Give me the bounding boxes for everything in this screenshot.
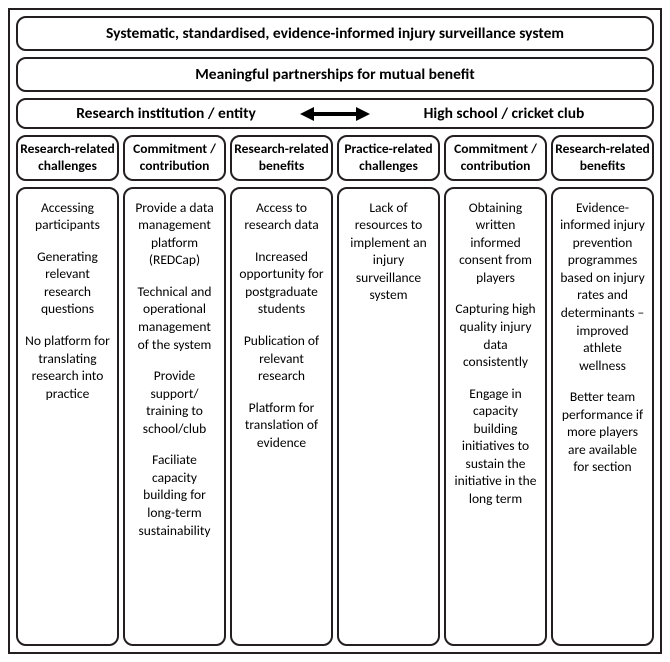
col-body-2: Access to research data Increased opport… [230,187,333,646]
list-item: No platform for translating research int… [24,332,111,402]
col-body-1: Provide a data management platform (REDC… [123,187,226,646]
list-item: Obtaining written informed consent from … [452,199,539,287]
list-item: Better team performance if more players … [559,388,646,476]
subtitle-banner: Meaningful partnerships for mutual benef… [16,57,654,92]
title-banner: Systematic, standardised, evidence-infor… [16,16,654,51]
col-header-3: Practice-related challenges [337,135,440,181]
col-body-4: Obtaining written informed consent from … [444,187,547,646]
partners-row: Research institution / entity High schoo… [16,98,654,129]
col-body-0: Accessing participants Generating releva… [16,187,119,646]
list-item: Evidence-informed injury prevention prog… [559,199,646,374]
header-row: Research-related challenges Commitment /… [16,135,654,181]
subtitle-text: Meaningful partnerships for mutual benef… [195,65,475,84]
list-item: Faciliate capacity building for long-ter… [131,451,218,539]
list-item: Access to research data [238,199,325,234]
partner-right: High school / cricket club [376,104,632,123]
body-row: Accessing participants Generating releva… [16,187,654,646]
list-item: Capturing high quality injury data consi… [452,300,539,370]
col-header-2: Research-related benefits [230,135,333,181]
title-text: Systematic, standardised, evidence-infor… [106,24,564,43]
list-item: Provide support/ training to school/club [131,367,218,437]
list-item: Lack of resources to implement an injury… [345,199,432,304]
list-item: Platform for translation of evidence [238,399,325,452]
partner-left: Research institution / entity [38,104,294,123]
list-item: Increased opportunity for postgraduate s… [238,248,325,318]
col-body-5: Evidence-informed injury prevention prog… [551,187,654,646]
list-item: Accessing participants [24,199,111,234]
col-header-1: Commitment / contribution [123,135,226,181]
list-item: Technical and operational management of … [131,283,218,353]
diagram-frame: Systematic, standardised, evidence-infor… [8,8,662,654]
col-header-4: Commitment / contribution [444,135,547,181]
list-item: Provide a data management platform (REDC… [131,199,218,269]
list-item: Publication of relevant research [238,332,325,385]
col-header-0: Research-related challenges [16,135,119,181]
double-arrow-icon [294,106,376,122]
col-header-5: Research-related benefits [551,135,654,181]
list-item: Engage in capacity building initiatives … [452,385,539,508]
col-body-3: Lack of resources to implement an injury… [337,187,440,646]
list-item: Generating relevant research questions [24,248,111,318]
